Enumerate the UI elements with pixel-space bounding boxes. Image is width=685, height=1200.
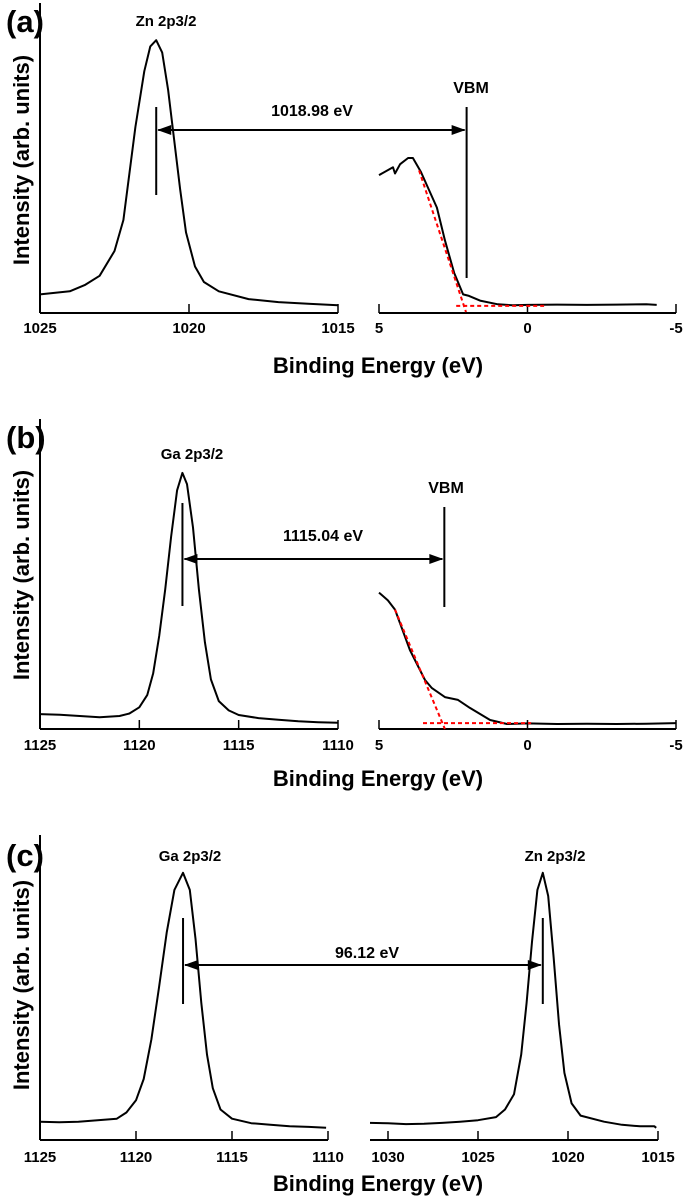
arrowhead-left xyxy=(184,960,199,970)
panel-label: (a) xyxy=(6,4,44,39)
x-axis-label: Binding Energy (eV) xyxy=(273,766,483,791)
energy-separation-label: 1018.98 eV xyxy=(271,103,353,120)
x-tick-label: 1125 xyxy=(24,737,57,754)
spectrum-line xyxy=(378,157,657,307)
linear-fit-line xyxy=(418,170,467,313)
x-tick-label: 1025 xyxy=(23,320,56,337)
vbm-label: VBM xyxy=(428,480,464,497)
x-tick-label: 5 xyxy=(375,737,383,754)
x-tick-label: 1015 xyxy=(641,1149,674,1166)
y-axis-label: Intensity (arb. units) xyxy=(9,470,34,680)
x-tick-label: 0 xyxy=(523,737,531,754)
arrowhead-left xyxy=(183,554,198,564)
x-tick-label: 1115 xyxy=(223,737,255,754)
panel-label: (b) xyxy=(6,420,46,455)
spectrum-line xyxy=(39,39,339,307)
x-tick-label: 0 xyxy=(523,320,531,337)
x-tick-label: 5 xyxy=(375,320,383,337)
panel-label: (c) xyxy=(6,838,44,873)
y-axis-label: Intensity (arb. units) xyxy=(9,880,34,1090)
arrowhead-right xyxy=(451,125,466,135)
spectrum-line xyxy=(369,871,657,1129)
vbm-label: VBM xyxy=(453,80,489,97)
x-tick-label: 1115 xyxy=(216,1149,248,1166)
arrowhead-right xyxy=(429,554,444,564)
peak-label: Ga 2p3/2 xyxy=(161,446,224,463)
energy-separation-label: 96.12 eV xyxy=(335,945,399,962)
x-tick-label: 1120 xyxy=(123,737,156,754)
x-tick-label: 1020 xyxy=(172,320,205,337)
x-tick-label: 1020 xyxy=(551,1149,584,1166)
spectrum-line xyxy=(39,871,327,1129)
spectrum-line xyxy=(378,591,677,725)
x-tick-label: 1025 xyxy=(461,1149,494,1166)
energy-separation-label: 1115.04 eV xyxy=(283,528,363,545)
x-tick-label: 1030 xyxy=(371,1149,404,1166)
peak-label: Ga 2p3/2 xyxy=(159,848,222,865)
x-axis-label: Binding Energy (eV) xyxy=(273,1171,483,1196)
x-tick-label: 1125 xyxy=(24,1149,57,1166)
arrowhead-left xyxy=(157,125,172,135)
linear-fit-line xyxy=(394,609,446,730)
peak-label: Zn 2p3/2 xyxy=(525,848,586,865)
spectrum-line xyxy=(39,471,339,724)
peak-label: Zn 2p3/2 xyxy=(136,13,197,30)
x-tick-label: 1015 xyxy=(321,320,354,337)
y-axis-label: Intensity (arb. units) xyxy=(9,55,34,265)
x-tick-label: 1110 xyxy=(322,737,354,754)
x-tick-label: -5 xyxy=(669,737,682,754)
x-tick-label: 1110 xyxy=(312,1149,344,1166)
x-tick-label: 1120 xyxy=(120,1149,153,1166)
arrowhead-right xyxy=(527,960,542,970)
x-axis-label: Binding Energy (eV) xyxy=(273,353,483,378)
x-tick-label: -5 xyxy=(669,320,682,337)
